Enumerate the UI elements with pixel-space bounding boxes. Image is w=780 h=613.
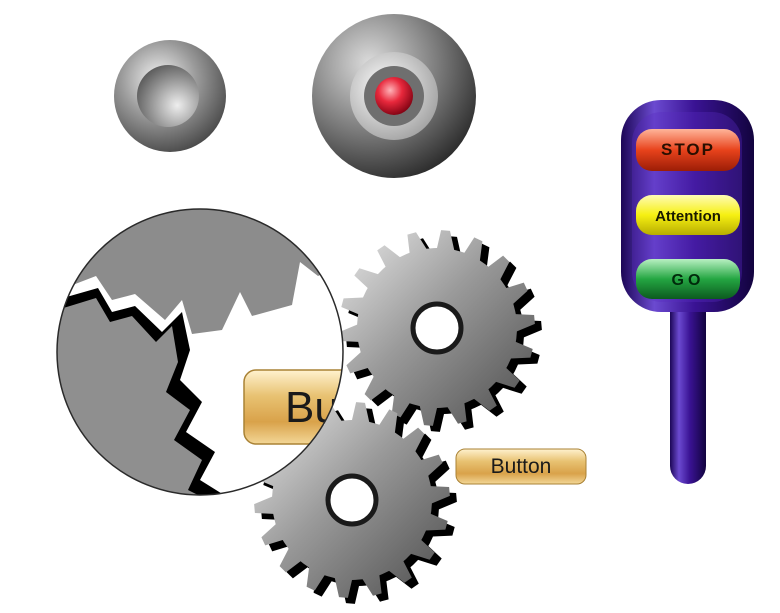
go-signal[interactable]: GO — [636, 259, 740, 299]
gear-icon — [339, 230, 542, 432]
go-label: GO — [672, 272, 705, 289]
stop-label: STOP — [661, 140, 715, 159]
indicator-lamp-icon[interactable] — [312, 14, 476, 178]
attention-signal[interactable]: Attention — [636, 195, 740, 235]
stop-signal[interactable]: STOP — [636, 129, 740, 171]
small-button-label: Button — [491, 455, 552, 478]
gear-hole — [325, 473, 379, 527]
small-wood-button[interactable]: Button — [455, 448, 587, 485]
gear-hole — [410, 301, 464, 355]
traffic-light-icon[interactable]: STOP Attention GO — [621, 100, 754, 484]
round-knob-icon[interactable] — [114, 40, 226, 152]
attention-label: Attention — [655, 208, 721, 225]
